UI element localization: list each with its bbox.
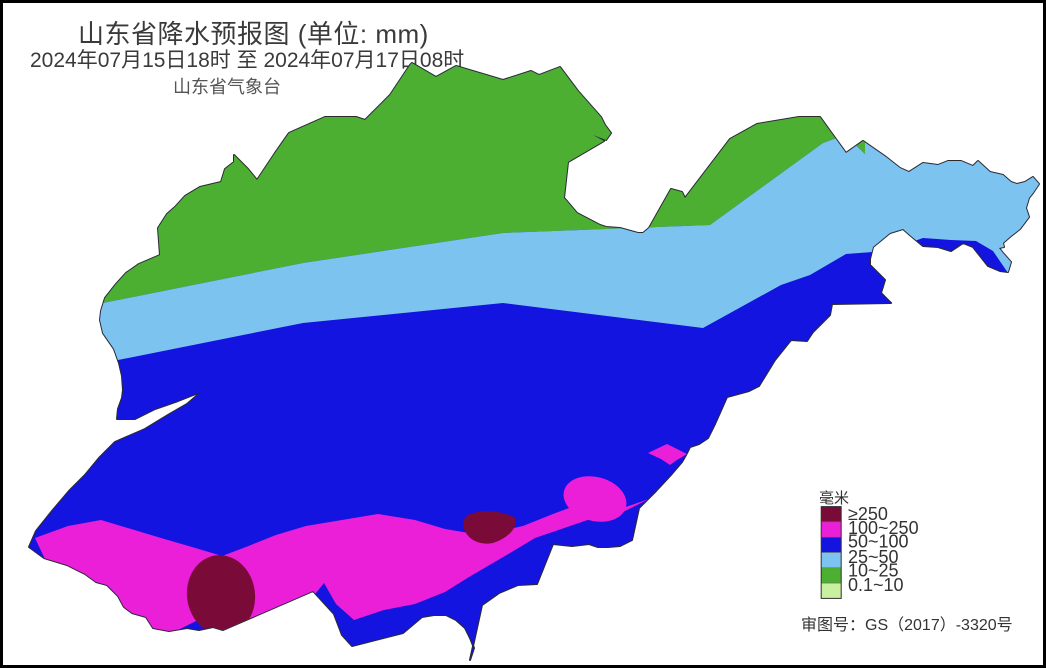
svg-text:毫米: 毫米 (819, 489, 849, 507)
svg-text:审图号：GS（2017）-3320号: 审图号：GS（2017）-3320号 (801, 616, 1013, 634)
svg-text:0.1~10: 0.1~10 (848, 575, 904, 595)
